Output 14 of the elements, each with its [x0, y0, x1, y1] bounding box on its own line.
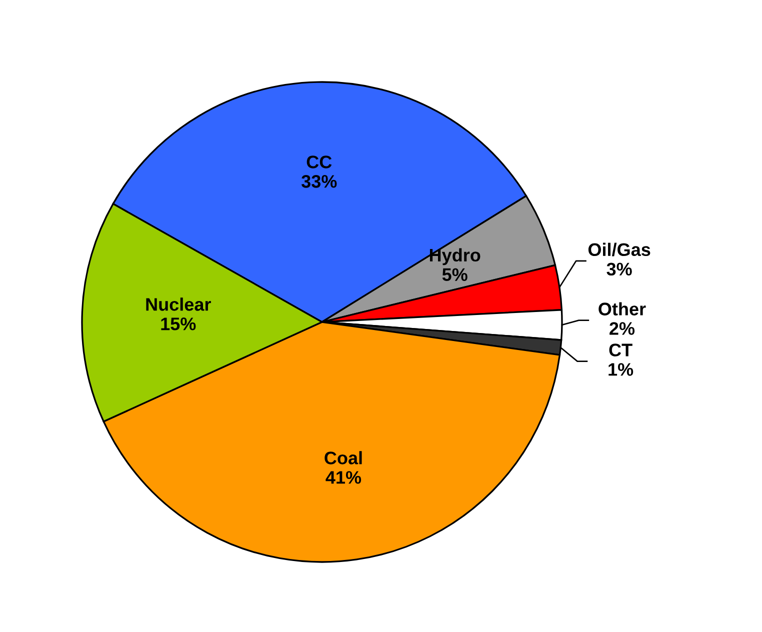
data-label: 3% — [606, 262, 632, 276]
slice-label: Coal — [324, 451, 362, 464]
data-label: 41% — [326, 471, 362, 484]
slice-label: Other — [598, 302, 646, 316]
data-label: 15% — [161, 318, 196, 330]
slice-label: CC — [306, 156, 332, 168]
data-label: 1% — [608, 363, 634, 376]
legend-label: CT — [609, 344, 632, 356]
slice-label: Hydro — [430, 248, 480, 266]
data-label: 5% — [442, 268, 468, 281]
slice-label: Oil/Gas — [588, 242, 650, 256]
data-label: 33% — [301, 175, 337, 188]
data-label: 2% — [610, 322, 635, 335]
slice-label: Nuclear — [146, 298, 211, 311]
